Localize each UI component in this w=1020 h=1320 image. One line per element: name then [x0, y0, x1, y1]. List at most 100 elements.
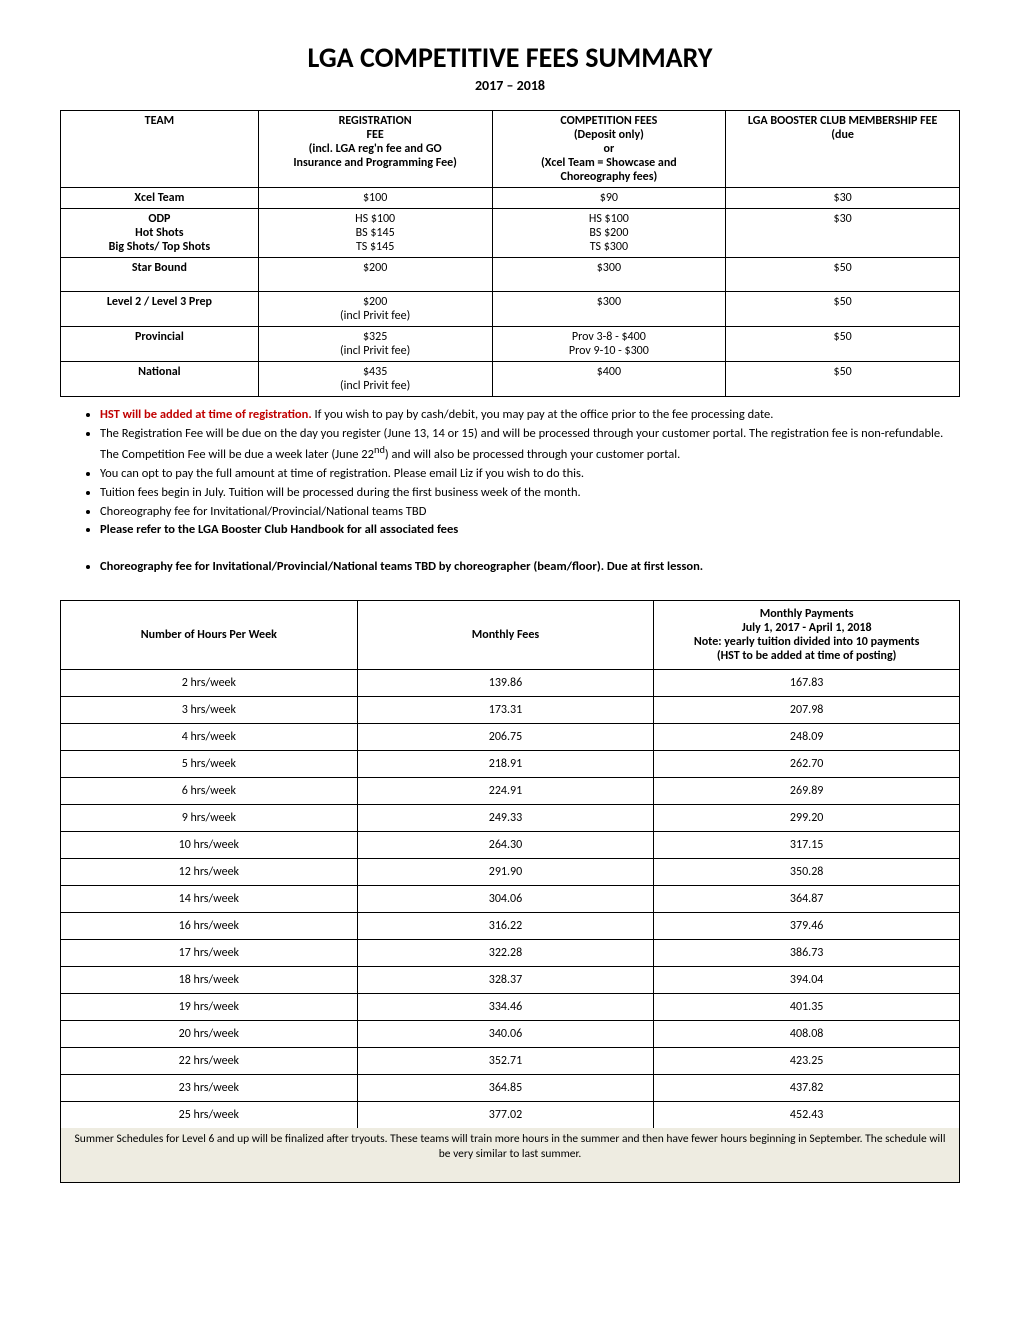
monthly-cell-hours: 22 hrs/week [61, 1048, 358, 1075]
note-item: Tuition fees begin in July. Tuition will… [100, 485, 960, 502]
note-item: HST will be added at time of registratio… [100, 407, 960, 424]
monthly-cell-hours: 6 hrs/week [61, 778, 358, 805]
monthly-header-hours: Number of Hours Per Week [61, 601, 358, 670]
note-item: The Registration Fee will be due on the … [100, 426, 960, 464]
monthly-cell-monthly: 304.06 [357, 886, 654, 913]
fees-header-reg: REGISTRATION FEE (incl. LGA reg'n fee an… [258, 111, 492, 188]
monthly-cell-payments: 299.20 [654, 805, 960, 832]
monthly-cell-hours: 17 hrs/week [61, 940, 358, 967]
monthly-header-payments: Monthly Payments July 1, 2017 - April 1,… [654, 601, 960, 670]
monthly-cell-monthly: 322.28 [357, 940, 654, 967]
monthly-cell-payments: 248.09 [654, 724, 960, 751]
fees-cell-team: Level 2 / Level 3 Prep [61, 292, 259, 327]
table-row: 20 hrs/week340.06408.08 [61, 1021, 960, 1048]
fees-cell-reg: $435 (incl Privit fee) [258, 362, 492, 397]
table-row: National$435 (incl Privit fee)$400$50 [61, 362, 960, 397]
monthly-cell-payments: 262.70 [654, 751, 960, 778]
monthly-cell-hours: 4 hrs/week [61, 724, 358, 751]
monthly-cell-hours: 18 hrs/week [61, 967, 358, 994]
fees-cell-reg: $200 (incl Privit fee) [258, 292, 492, 327]
monthly-cell-payments: 423.25 [654, 1048, 960, 1075]
table-row: 10 hrs/week264.30317.15 [61, 832, 960, 859]
monthly-cell-hours: 5 hrs/week [61, 751, 358, 778]
fees-cell-comp: $300 [492, 292, 726, 327]
fees-cell-reg: $100 [258, 188, 492, 209]
fees-cell-booster: $50 [726, 362, 960, 397]
fees-header-booster: LGA BOOSTER CLUB MEMBERSHIP FEE (due [726, 111, 960, 188]
table-row: 4 hrs/week206.75248.09 [61, 724, 960, 751]
table-row: 12 hrs/week291.90350.28 [61, 859, 960, 886]
table-row: Star Bound$200$300$50 [61, 258, 960, 292]
fees-cell-comp: Prov 3-8 - $400 Prov 9-10 - $300 [492, 327, 726, 362]
table-row: 5 hrs/week218.91262.70 [61, 751, 960, 778]
table-row: ODP Hot Shots Big Shots/ Top ShotsHS $10… [61, 209, 960, 258]
fees-cell-team: Provincial [61, 327, 259, 362]
monthly-cell-monthly: 291.90 [357, 859, 654, 886]
monthly-cell-payments: 379.46 [654, 913, 960, 940]
fees-cell-booster: $50 [726, 327, 960, 362]
monthly-cell-hours: 19 hrs/week [61, 994, 358, 1021]
monthly-cell-hours: 14 hrs/week [61, 886, 358, 913]
monthly-cell-monthly: 173.31 [357, 697, 654, 724]
table-row: 3 hrs/week173.31207.98 [61, 697, 960, 724]
footer-note: Summer Schedules for Level 6 and up will… [60, 1128, 960, 1183]
monthly-cell-hours: 25 hrs/week [61, 1102, 358, 1129]
monthly-cell-monthly: 352.71 [357, 1048, 654, 1075]
monthly-cell-hours: 12 hrs/week [61, 859, 358, 886]
fees-table: TEAM REGISTRATION FEE (incl. LGA reg'n f… [60, 110, 960, 397]
fees-cell-reg: $200 [258, 258, 492, 292]
monthly-table: Number of Hours Per Week Monthly Fees Mo… [60, 600, 960, 1129]
table-row: 19 hrs/week334.46401.35 [61, 994, 960, 1021]
note-item: Choreography fee for Invitational/Provin… [100, 504, 960, 521]
table-row: Xcel Team$100$90$30 [61, 188, 960, 209]
monthly-cell-payments: 386.73 [654, 940, 960, 967]
fees-cell-comp: $300 [492, 258, 726, 292]
monthly-cell-payments: 408.08 [654, 1021, 960, 1048]
notes-list-2: Choreography fee for Invitational/Provin… [100, 559, 960, 576]
note-item: Choreography fee for Invitational/Provin… [100, 559, 960, 576]
page-subtitle: 2017 – 2018 [60, 77, 960, 94]
monthly-cell-payments: 269.89 [654, 778, 960, 805]
fees-cell-reg: $325 (incl Privit fee) [258, 327, 492, 362]
table-row: 2 hrs/week139.86167.83 [61, 670, 960, 697]
monthly-cell-payments: 437.82 [654, 1075, 960, 1102]
note-item: You can opt to pay the full amount at ti… [100, 466, 960, 483]
monthly-cell-monthly: 328.37 [357, 967, 654, 994]
monthly-cell-hours: 2 hrs/week [61, 670, 358, 697]
table-row: 25 hrs/week377.02452.43 [61, 1102, 960, 1129]
notes-list: HST will be added at time of registratio… [100, 407, 960, 539]
fees-header-comp: COMPETITION FEES (Deposit only) or (Xcel… [492, 111, 726, 188]
monthly-cell-monthly: 377.02 [357, 1102, 654, 1129]
fees-header-team: TEAM [61, 111, 259, 188]
monthly-cell-payments: 401.35 [654, 994, 960, 1021]
monthly-cell-monthly: 334.46 [357, 994, 654, 1021]
monthly-cell-monthly: 364.85 [357, 1075, 654, 1102]
monthly-cell-payments: 394.04 [654, 967, 960, 994]
table-row: 14 hrs/week304.06364.87 [61, 886, 960, 913]
fees-cell-team: National [61, 362, 259, 397]
monthly-cell-monthly: 206.75 [357, 724, 654, 751]
monthly-cell-monthly: 340.06 [357, 1021, 654, 1048]
table-row: 16 hrs/week316.22379.46 [61, 913, 960, 940]
monthly-cell-monthly: 249.33 [357, 805, 654, 832]
note-item: Please refer to the LGA Booster Club Han… [100, 522, 960, 539]
fees-cell-comp: $90 [492, 188, 726, 209]
fees-cell-booster: $30 [726, 209, 960, 258]
monthly-cell-hours: 23 hrs/week [61, 1075, 358, 1102]
monthly-cell-monthly: 224.91 [357, 778, 654, 805]
monthly-cell-payments: 167.83 [654, 670, 960, 697]
monthly-cell-payments: 207.98 [654, 697, 960, 724]
fees-cell-comp: HS $100 BS $200 TS $300 [492, 209, 726, 258]
monthly-cell-payments: 452.43 [654, 1102, 960, 1129]
monthly-cell-monthly: 264.30 [357, 832, 654, 859]
table-row: 23 hrs/week364.85437.82 [61, 1075, 960, 1102]
table-row: 17 hrs/week322.28386.73 [61, 940, 960, 967]
table-row: 9 hrs/week249.33299.20 [61, 805, 960, 832]
monthly-cell-payments: 317.15 [654, 832, 960, 859]
monthly-cell-hours: 9 hrs/week [61, 805, 358, 832]
fees-cell-reg: HS $100 BS $145 TS $145 [258, 209, 492, 258]
fees-cell-booster: $50 [726, 292, 960, 327]
fees-cell-team: ODP Hot Shots Big Shots/ Top Shots [61, 209, 259, 258]
monthly-cell-hours: 10 hrs/week [61, 832, 358, 859]
fees-cell-booster: $30 [726, 188, 960, 209]
